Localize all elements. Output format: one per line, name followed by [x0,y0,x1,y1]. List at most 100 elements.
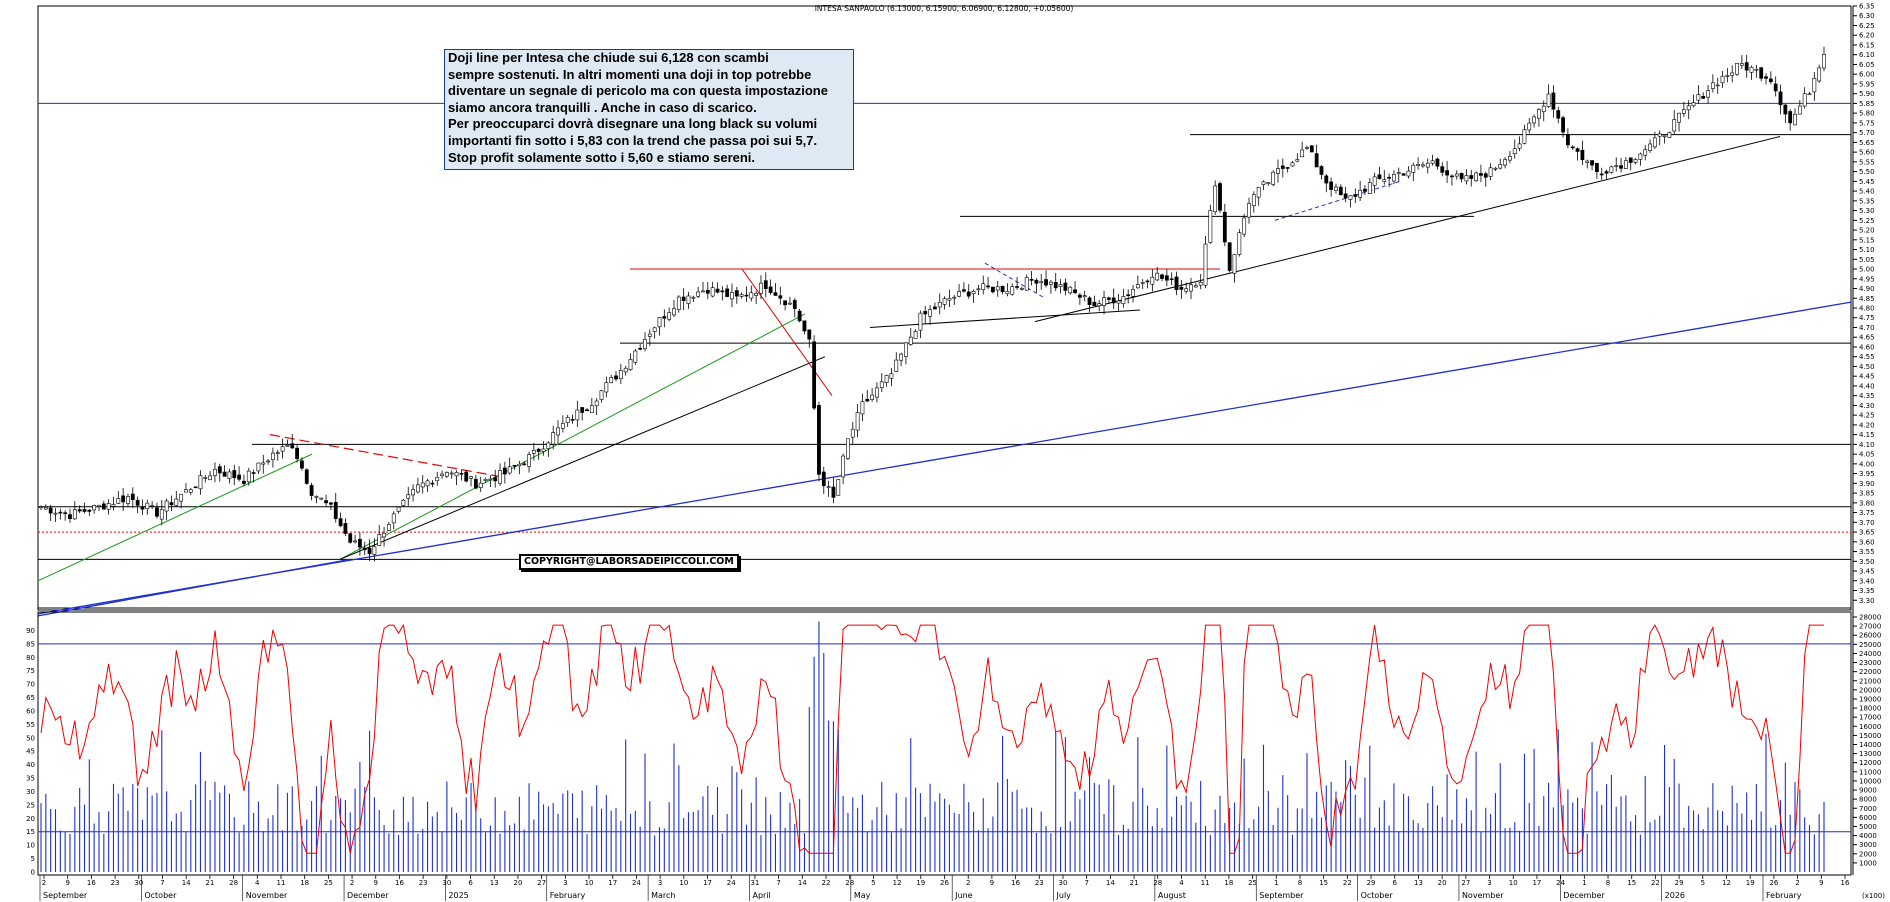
candle-body [604,382,609,393]
day-label: 3 [563,879,567,887]
candle-body [1599,173,1604,176]
candle-body [309,485,314,496]
candle-body [1788,111,1793,124]
day-label: 4 [1179,879,1184,887]
price-tick-label: 5.00 [1859,266,1875,274]
candle-body [744,294,749,297]
price-tick-label: 6.00 [1859,71,1875,79]
price-tick-label: 3.90 [1859,480,1875,488]
rsi-volume-panel: 0 5 10 15 20 25 30 35 40 45 50 55 60 65 70 75 80 85 90 1000… [26,611,1881,877]
candle-body [150,505,155,507]
day-label: 2 [1795,879,1799,887]
candle-body [1208,210,1213,243]
candle-body [116,498,121,504]
day-label: 20 [1438,879,1447,887]
candle-body [444,472,449,477]
rsi-tick-label: 20 [26,815,35,823]
candle-body [850,428,855,438]
candle-body [232,470,237,478]
candle-body [826,486,831,488]
candle-body [1469,175,1474,179]
candle-body [1015,286,1019,288]
price-tick-label: 4.75 [1859,314,1875,322]
price-tick-label: 6.20 [1859,32,1875,40]
candle-body [1247,203,1251,218]
candle-body [1662,135,1667,138]
candle-body [966,291,971,297]
candle-body [1691,102,1696,107]
candle-body [478,482,483,488]
candle-body [1797,105,1802,115]
candle-body [1720,75,1725,84]
rsi-tick-label: 70 [26,681,35,689]
rsi-tick-label: 0 [31,869,35,877]
candle-body [1643,149,1648,156]
day-label: 2 [42,879,46,887]
candle-body [1633,159,1638,163]
candle-body [1309,145,1314,153]
month-label: November [246,891,288,900]
candle-body [1710,82,1715,89]
candle-body [1623,160,1628,169]
candle-body [1773,83,1778,92]
candle-body [1034,279,1039,284]
candle-body [623,367,628,373]
candle-body [1261,181,1266,185]
candle-body [1812,77,1817,93]
candle-body [63,512,68,514]
volume-unit-label: (x100) [1862,892,1885,900]
price-tick-label: 4.70 [1859,324,1875,332]
candle-body [599,390,604,400]
rsi-tick-label: 85 [26,640,35,648]
candle-body [502,467,507,475]
candle-body [705,289,710,294]
candle-body [812,341,817,409]
day-label: 12 [1722,879,1731,887]
candle-body [1580,149,1585,161]
day-label: 26 [940,879,949,887]
day-label: 25 [1248,879,1257,887]
candle-body [580,407,585,413]
candle-body [106,503,111,510]
candle-body [1744,62,1749,71]
price-tick-label: 4.95 [1859,275,1875,283]
day-label: 30 [1059,879,1068,887]
volume-tick-label: 13000 [1859,750,1881,758]
candle-body [1106,297,1111,300]
candle-body [841,455,846,478]
candle-body [1575,148,1580,152]
price-tick-label: 4.05 [1859,451,1875,459]
day-label: 6 [1393,879,1398,887]
candle-body [754,292,759,296]
candle-body [1295,159,1300,162]
candle-body [1739,63,1744,66]
candle-body [459,472,464,475]
candle-body [1266,182,1271,185]
candle-body [1000,285,1005,293]
price-tick-label: 3.75 [1859,509,1875,517]
day-label: 9 [374,879,378,887]
day-label: 25 [324,879,333,887]
candle-body [831,486,836,498]
candle-body [1822,53,1826,69]
day-label: 15 [1627,879,1636,887]
volume-tick-label: 16000 [1859,723,1881,731]
candle-body [343,523,348,534]
candle-body [908,336,913,345]
price-tick-label: 4.20 [1859,421,1875,429]
candle-body [208,475,213,481]
candle-body [53,512,58,515]
volume-tick-label: 19000 [1859,695,1881,703]
rsi-tick-label: 15 [26,828,35,836]
candle-body [585,409,589,412]
candle-body [420,482,425,488]
candle-body [1503,159,1507,166]
candle-body [126,496,130,504]
day-label: 8 [1298,879,1302,887]
candle-body [1300,149,1305,158]
candle-body [962,289,966,292]
candle-body [1338,186,1343,196]
price-tick-label: 3.65 [1859,529,1875,537]
candle-body [145,502,150,509]
candle-body [280,446,285,452]
